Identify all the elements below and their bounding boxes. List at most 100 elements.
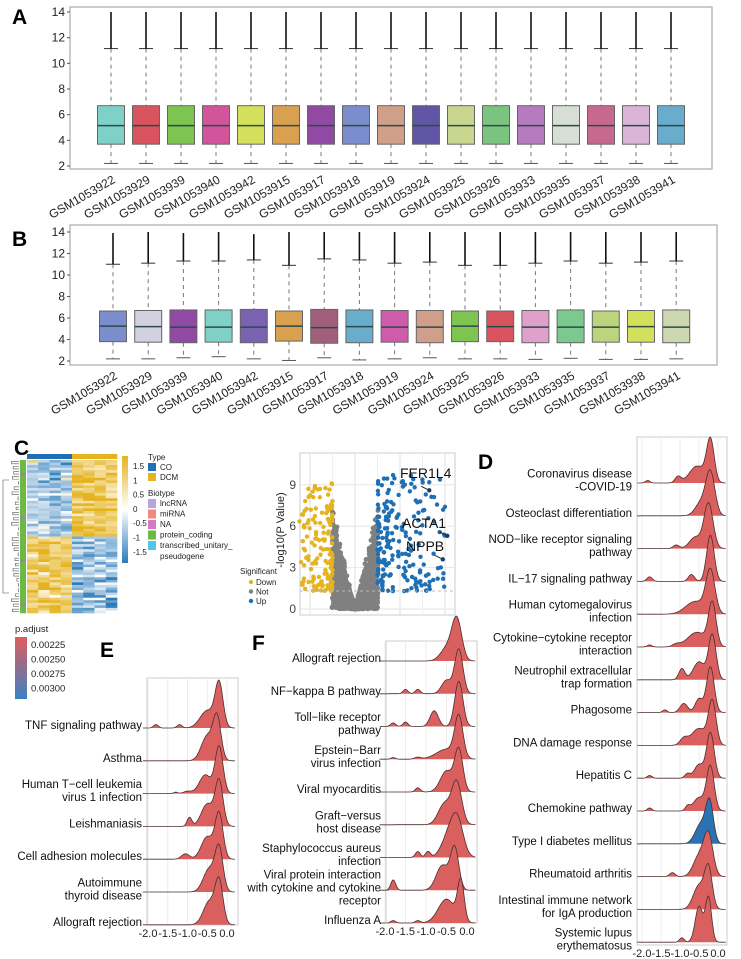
point-up (408, 473, 414, 478)
heatmap-cell (27, 539, 39, 542)
point-not (331, 523, 337, 529)
point-down (306, 486, 311, 491)
point-down (330, 498, 335, 504)
heatmap-cell (94, 592, 107, 596)
heatmap-cell (27, 528, 39, 532)
heatmap-cell (38, 544, 50, 547)
point-down (310, 517, 316, 522)
legend-dot (248, 598, 254, 604)
heatmap-cell (38, 485, 50, 489)
heatmap-cell (27, 607, 39, 611)
heatmap-cell (27, 495, 39, 499)
biotype-annotation-cell (20, 592, 26, 596)
heatmap-cell (38, 600, 50, 604)
heatmap-cell (72, 559, 84, 563)
colorbar-label: 0 (133, 505, 138, 514)
dendrogram-branch (13, 547, 19, 551)
biotype-annotation-cell (20, 569, 26, 573)
legend-label: NA (160, 520, 172, 529)
heatmap-cell (72, 587, 84, 591)
biotype-annotation-cell (20, 564, 26, 568)
point-up (431, 551, 436, 556)
pathway-label: Phagosome (571, 705, 632, 717)
heatmap-cell (83, 488, 95, 491)
ridge-density (379, 812, 476, 858)
biotype-annotation-cell (20, 480, 26, 484)
dendrogram-branch (14, 557, 19, 562)
heatmap-cell (49, 582, 62, 586)
point-up (413, 529, 419, 535)
x-tick-label: -1.0 (417, 926, 436, 938)
heatmap-cell (83, 475, 95, 479)
heatmap-cell (105, 590, 118, 593)
point-up (422, 507, 427, 513)
heatmap-cell (27, 610, 39, 614)
point-up (400, 527, 405, 533)
heatmap-cell (38, 587, 50, 591)
heatmap-cell (49, 536, 62, 540)
pathway-label: Intestinal immune network (498, 895, 632, 907)
biotype-annotation-cell (20, 574, 26, 578)
heatmap-cell (83, 490, 95, 494)
gene-label-NPPB: NPPB (406, 538, 444, 554)
heatmap-cell (49, 467, 62, 471)
point-up (396, 539, 402, 544)
pathway-label: Viral myocarditis (297, 784, 381, 796)
point-up (384, 535, 389, 540)
panel-label-b: B (12, 228, 27, 251)
biotype-annotation-cell (20, 546, 26, 550)
heatmap-cell (105, 549, 118, 553)
point-not (336, 555, 342, 561)
point-up (407, 536, 413, 541)
heatmap-cell (60, 556, 73, 560)
ridge-density (637, 600, 726, 648)
heatmap-cell (60, 587, 73, 591)
heatmap-cell (38, 498, 50, 502)
x-tick-label: -0.5 (690, 948, 709, 959)
biotype-annotation-cell (20, 559, 26, 563)
point-up (427, 579, 432, 585)
box (556, 309, 585, 344)
heatmap-cell (38, 572, 50, 576)
heatmap-cell (38, 513, 50, 517)
biotype-annotation-cell (20, 513, 26, 517)
heatmap-cell (38, 582, 50, 586)
heatmap-cell (94, 579, 107, 583)
heatmap-cell (60, 518, 73, 522)
pathway-label: Asthma (103, 753, 143, 765)
ridge-row: Viral myocarditis (297, 746, 476, 796)
heatmap-cell (60, 574, 73, 578)
biotype-annotation-cell (20, 495, 26, 499)
heatmap-cell (27, 600, 39, 604)
dendrogram-branch (18, 481, 19, 485)
heatmap-cell (105, 488, 118, 491)
heatmap-cell (83, 559, 95, 563)
heatmap-cell (60, 590, 73, 593)
heatmap-cell (60, 567, 73, 570)
heatmap-cell (27, 531, 39, 535)
heatmap-cell (94, 544, 107, 547)
heatmap-cell (60, 470, 73, 474)
heatmap-cell (60, 526, 73, 530)
heatmap-cell (94, 488, 107, 491)
heatmap-cell (83, 600, 95, 604)
heatmap-cell (94, 610, 107, 614)
heatmap-cell (83, 590, 95, 593)
point-up (390, 584, 396, 590)
heatmap-cell (49, 511, 62, 514)
heatmap-cell (27, 485, 39, 489)
pathway-label: IL−17 signaling pathway (508, 573, 632, 585)
point-down (310, 489, 315, 494)
biotype-annotation-cell (20, 526, 26, 530)
point-not (369, 544, 375, 549)
heatmap-cell (105, 467, 118, 471)
point-down (325, 492, 331, 497)
point-up (389, 530, 395, 536)
point-not (359, 590, 365, 596)
heatmap-cell (72, 493, 84, 496)
